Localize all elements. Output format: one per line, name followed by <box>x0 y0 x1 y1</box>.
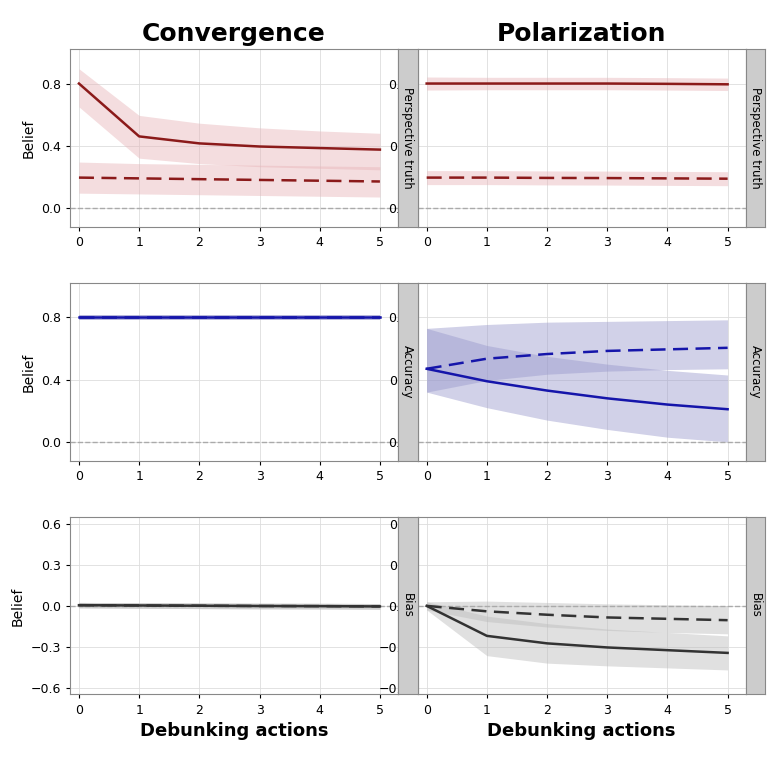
Y-axis label: Belief: Belief <box>21 118 35 158</box>
Text: Bias: Bias <box>401 594 414 619</box>
Text: Perspective truth: Perspective truth <box>749 87 762 189</box>
Text: Perspective truth: Perspective truth <box>401 87 414 189</box>
Y-axis label: Belief: Belief <box>11 586 25 625</box>
Title: Polarization: Polarization <box>497 22 667 46</box>
Y-axis label: Belief: Belief <box>21 352 35 392</box>
Title: Convergence: Convergence <box>142 22 326 46</box>
Text: Accuracy: Accuracy <box>749 345 762 398</box>
Text: Bias: Bias <box>749 594 762 619</box>
Text: Accuracy: Accuracy <box>401 345 414 398</box>
X-axis label: Debunking actions: Debunking actions <box>487 722 676 740</box>
X-axis label: Debunking actions: Debunking actions <box>140 722 328 740</box>
